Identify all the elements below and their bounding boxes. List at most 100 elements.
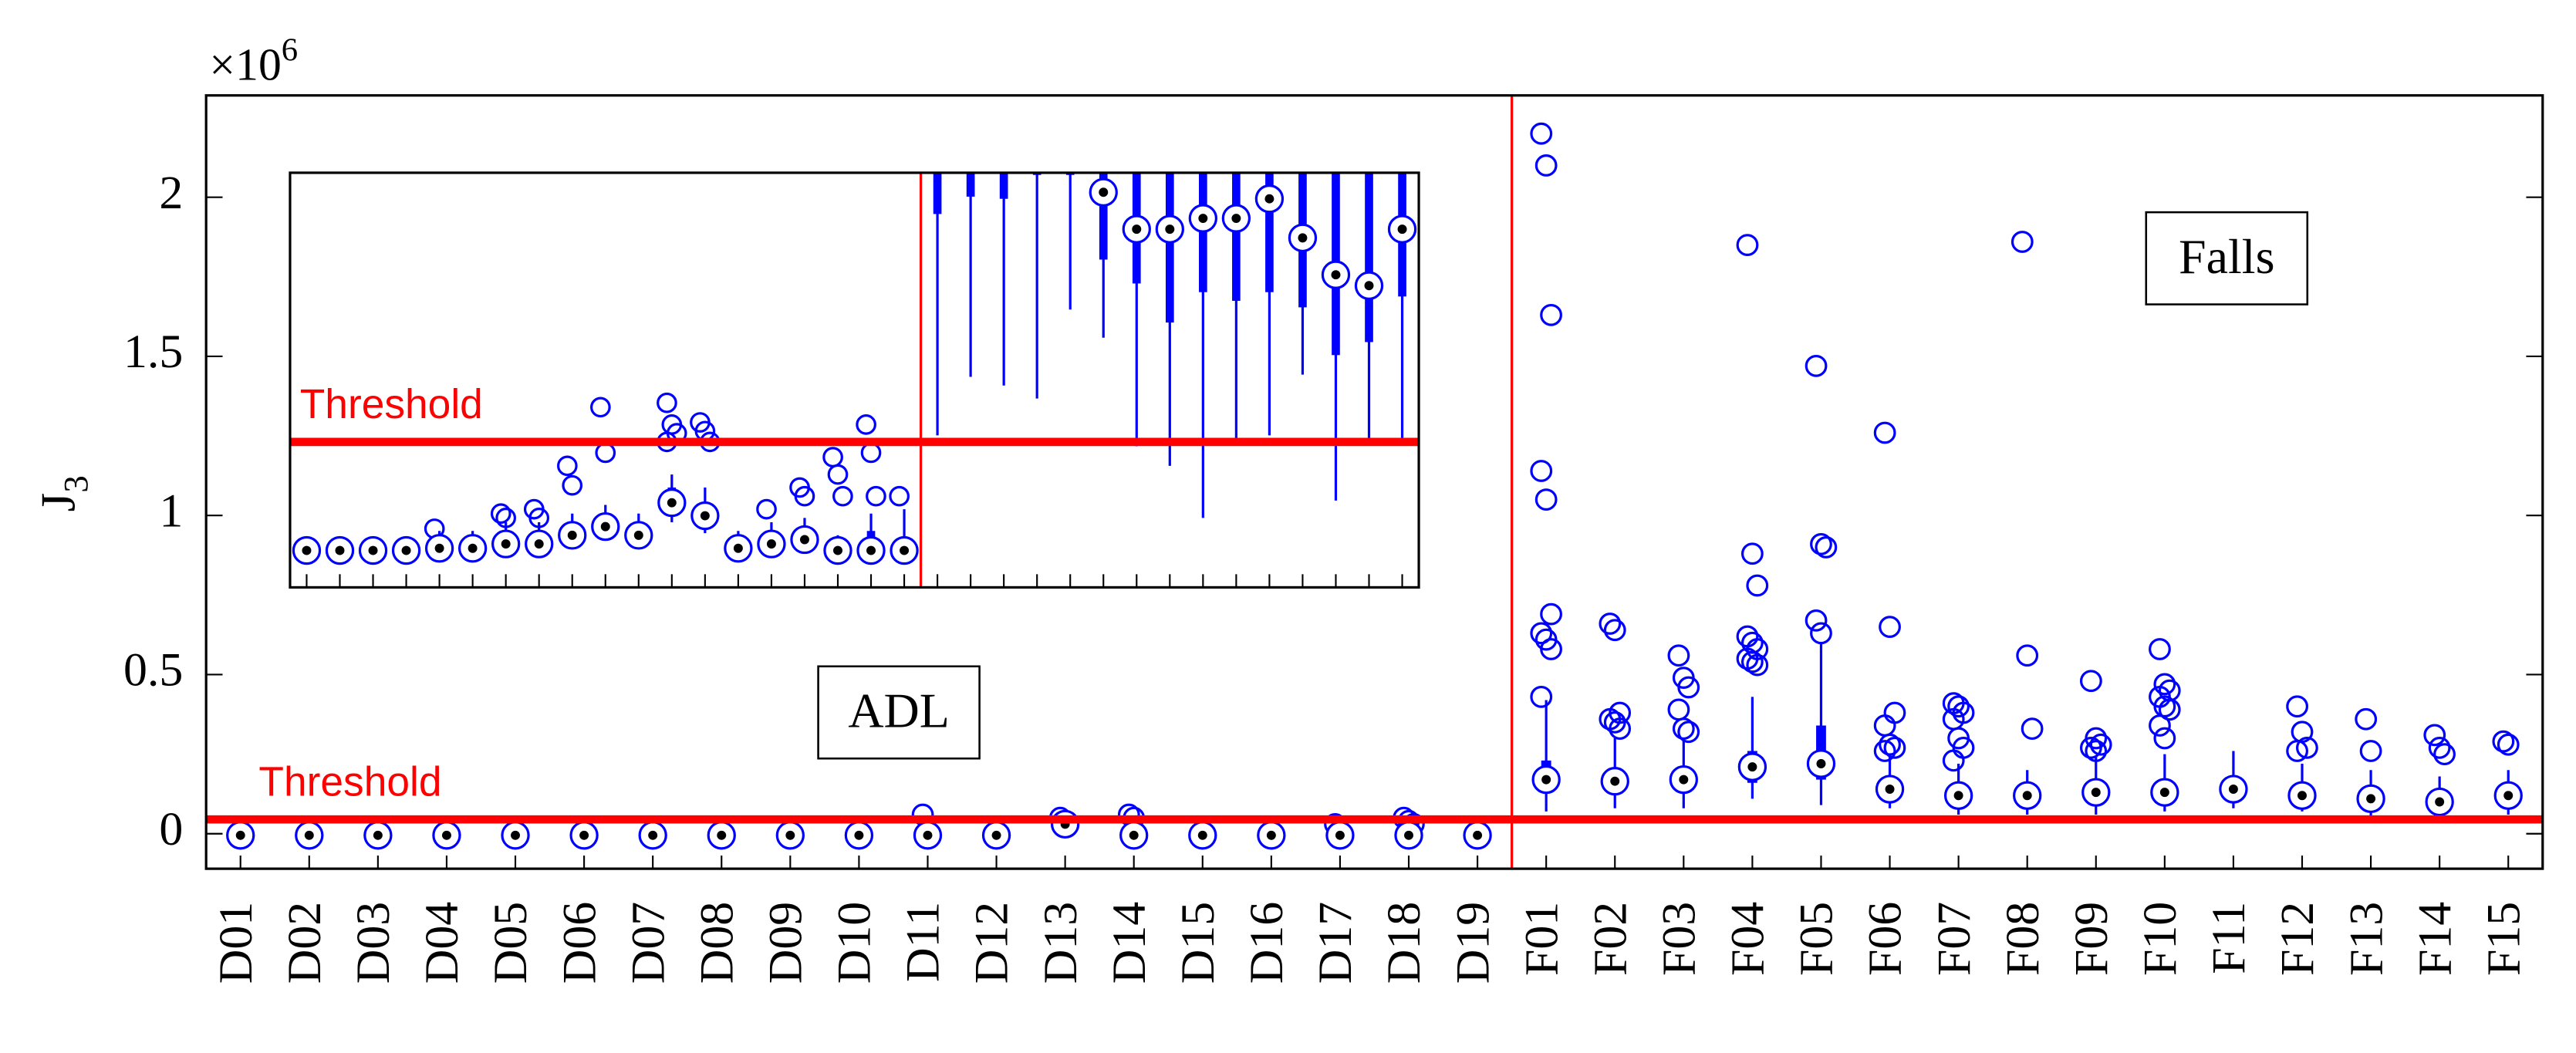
median-dot (1541, 775, 1551, 785)
median-dot (441, 830, 451, 840)
median-dot (335, 545, 345, 555)
outlier (889, 485, 910, 507)
outlier (2492, 730, 2515, 753)
box (1265, 172, 1274, 292)
x-tick-label: D10 (829, 902, 881, 984)
median-dot (1264, 194, 1274, 204)
plot-frame (204, 94, 2544, 870)
median-dot (1473, 830, 1483, 840)
median-dot (923, 830, 933, 840)
outlier (1672, 717, 1695, 741)
outlier (1810, 622, 1832, 645)
median-dot (567, 530, 577, 540)
median-dot (468, 543, 478, 553)
outlier (1740, 542, 1764, 565)
median-dot (368, 545, 378, 555)
outlier (1879, 733, 1901, 756)
median-dot (1197, 830, 1207, 840)
outlier (756, 498, 777, 520)
threshold-label: Threshold (300, 382, 483, 427)
x-tick-label: F01 (1515, 902, 1568, 976)
median-dot (2435, 797, 2445, 807)
outlier (1609, 717, 1632, 741)
median-dot (434, 543, 444, 553)
outlier (1603, 619, 1626, 642)
annotation-box (2145, 211, 2309, 305)
median-dot (235, 830, 245, 840)
median-dot (1885, 785, 1895, 794)
outlier (1667, 644, 1690, 667)
x-tick-label: F11 (2203, 902, 2255, 974)
outlier (794, 485, 815, 507)
median-dot (302, 545, 312, 555)
outlier (827, 464, 849, 485)
x-tick-label: D19 (1447, 902, 1499, 984)
median-dot (1816, 759, 1826, 768)
outlier (2085, 740, 2108, 762)
outlier (1530, 122, 1553, 145)
median-dot (401, 545, 411, 555)
outlier (2079, 736, 2102, 759)
x-tick-label: F03 (1653, 902, 1706, 976)
box (1332, 172, 1340, 356)
x-tick-label: F06 (1859, 902, 1912, 976)
outlier (2428, 736, 2451, 759)
median-dot (866, 545, 876, 555)
outlier (2497, 733, 2520, 756)
outlier (2296, 736, 2318, 759)
median-dot (2297, 791, 2307, 801)
median-dot (600, 521, 610, 532)
outlier (2423, 724, 2446, 747)
x-tick-label: F12 (2271, 902, 2324, 976)
median-dot (700, 511, 710, 521)
outlier (832, 485, 853, 507)
outlier (2286, 695, 2309, 718)
median-dot (1335, 830, 1345, 840)
x-tick-label: D07 (622, 902, 674, 984)
y-axis-label: J3 (30, 475, 95, 511)
median-dot (667, 498, 677, 508)
outlier (1534, 154, 1558, 177)
median-dot (534, 539, 544, 549)
x-tick-label: D09 (760, 902, 812, 984)
median-dot (1231, 214, 1241, 224)
median-dot (2159, 788, 2169, 798)
outlier (866, 485, 886, 507)
multiplier-base: ×10 (209, 39, 281, 89)
plot-group (206, 95, 2543, 869)
median-dot (1266, 830, 1276, 840)
x-tick-label: F15 (2477, 902, 2530, 976)
median-dot (304, 830, 314, 840)
box (1165, 172, 1174, 323)
annotation: ADL (848, 683, 949, 737)
annotation: Falls (2179, 229, 2274, 284)
x-tick-label: D14 (1103, 902, 1156, 984)
x-tick-label: F14 (2409, 902, 2461, 976)
threshold-label: Threshold (258, 759, 441, 805)
x-tick-label: D13 (1035, 902, 1087, 984)
x-tick-label: D04 (416, 902, 468, 984)
median-dot (648, 830, 658, 840)
y-tick-label: 1.5 (123, 326, 183, 378)
plot-frame (289, 171, 1420, 589)
outlier (1746, 653, 1769, 677)
median-dot (1747, 762, 1757, 772)
median-dot (2366, 794, 2376, 804)
outlier (1534, 488, 1558, 511)
outlier (2079, 670, 2102, 693)
plot-group (289, 172, 1420, 588)
box (1099, 172, 1108, 260)
outlier (1805, 609, 1828, 632)
outlier (490, 503, 511, 525)
outlier (1530, 685, 1553, 708)
outlier (1736, 234, 1759, 256)
x-tick-label: D17 (1309, 902, 1362, 984)
median-dot (1953, 791, 1963, 801)
outlier (2433, 743, 2456, 766)
median-dot (1679, 775, 1689, 785)
outlier (1746, 574, 1769, 597)
outlier (1677, 676, 1700, 699)
outlier (1810, 532, 1832, 555)
box (1232, 172, 1241, 301)
